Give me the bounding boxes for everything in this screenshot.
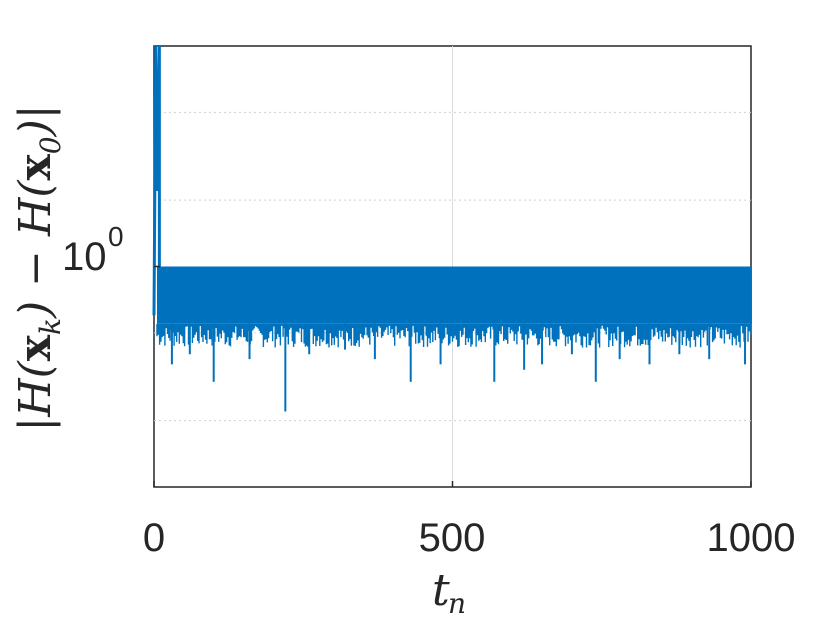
- x-tick-label: 0: [143, 516, 165, 560]
- x-tick-label: 1000: [707, 516, 796, 560]
- y-tick-label: 10: [62, 235, 107, 279]
- x-tick-label: 500: [419, 516, 486, 560]
- x-axis-title: t n: [432, 565, 466, 620]
- x-axis-title-main: t: [432, 565, 450, 616]
- x-tick-labels: 0 500 1000: [143, 516, 796, 560]
- y-axis-title-text: |H(xk) − H(x0)|: [10, 104, 67, 431]
- y-tick-label-group: 10 0: [62, 221, 124, 279]
- y-axis-title: |H(xk) − H(x0)|: [10, 104, 67, 431]
- series-dense-band: [156, 266, 752, 324]
- x-axis-title-sub: n: [448, 587, 466, 620]
- y-tick-exponent: 0: [108, 221, 124, 252]
- series-initial-spike: [152, 45, 161, 316]
- ticks: [153, 265, 752, 487]
- series-line: [152, 45, 752, 412]
